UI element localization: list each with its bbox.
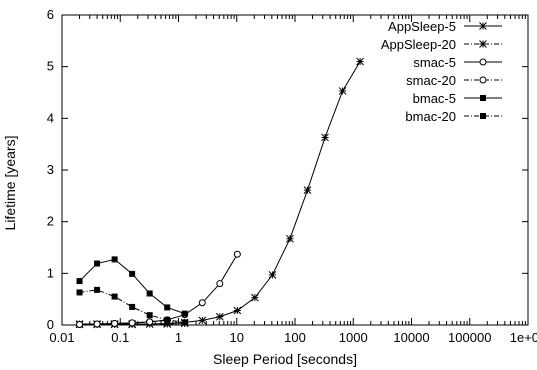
x-tick-label: 100000: [448, 330, 491, 345]
data-point: [181, 319, 188, 326]
x-tick-label: 0.01: [49, 330, 74, 345]
series-line: [79, 253, 238, 325]
data-point: [94, 286, 101, 293]
legend-item: bmac-20: [405, 109, 502, 124]
y-axis: 0 1 2 3 4 5 6: [47, 7, 528, 332]
series-bmac-20: [76, 286, 188, 326]
legend-item: smac-5: [413, 55, 502, 70]
plot-frame: [61, 14, 529, 326]
data-point: [356, 57, 364, 66]
x-tick-label: 10000: [393, 330, 429, 345]
data-point: [251, 293, 259, 302]
x-tick-label: 10: [230, 330, 244, 345]
data-point: [321, 133, 329, 142]
y-tick-label: 0: [47, 317, 54, 332]
data-point: [163, 320, 172, 328]
data-point: [128, 319, 136, 327]
legend-marker: [479, 40, 487, 48]
legend-label: bmac-20: [405, 109, 456, 124]
data-point: [198, 299, 206, 307]
x-tick-label: 1000: [339, 330, 368, 345]
data-point: [93, 320, 101, 328]
y-tick-label: 3: [47, 162, 54, 177]
data-point: [233, 306, 242, 315]
data-point: [129, 303, 136, 310]
data-point: [233, 250, 241, 258]
x-tick-label: 100: [284, 330, 306, 345]
data-point: [111, 293, 118, 300]
y-tick-label: 1: [47, 265, 54, 280]
data-point: [215, 312, 224, 321]
data-point: [129, 270, 136, 277]
legend-marker: [479, 76, 487, 84]
legend-label: AppSleep-5: [388, 19, 456, 34]
data-point: [198, 316, 207, 325]
y-axis-title: Lifetime [years]: [2, 136, 18, 231]
plot-border: [61, 14, 529, 326]
data-point: [216, 280, 224, 288]
data-point: [76, 289, 83, 296]
series-bmac-5: [76, 256, 188, 317]
data-point: [338, 87, 347, 95]
data-point: [111, 319, 119, 327]
series-smac-20: [76, 316, 171, 328]
x-tick-label: 1: [175, 330, 182, 345]
y-tick-label: 2: [47, 214, 54, 229]
legend-label: smac-20: [406, 73, 456, 88]
legend-label: AppSleep-20: [381, 37, 456, 52]
legend-label: bmac-5: [413, 91, 456, 106]
legend-item: AppSleep-5: [388, 19, 502, 34]
data-point: [146, 312, 153, 319]
legend-label: smac-5: [413, 55, 456, 70]
legend-marker: [480, 113, 486, 119]
y-tick-label: 4: [47, 110, 54, 125]
data-point: [181, 310, 188, 317]
data-point: [76, 320, 84, 328]
y-tick-label: 6: [47, 7, 54, 22]
data-point: [268, 271, 277, 279]
x-axis-title: Sleep Period [seconds]: [213, 351, 357, 367]
y-tick-label: 5: [47, 59, 54, 74]
series-layer: [75, 57, 364, 329]
data-point: [76, 278, 83, 285]
data-point: [286, 234, 294, 243]
legend-item: bmac-5: [413, 91, 502, 106]
x-tick-label: 0.1: [111, 330, 129, 345]
x-tick-label: 1e+06: [510, 330, 537, 345]
data-point: [111, 256, 118, 263]
legend-marker: [479, 58, 487, 66]
data-point: [146, 290, 153, 297]
legend-item: AppSleep-20: [381, 37, 502, 52]
legend: AppSleep-5 AppSleep-20 smac-5 smac-20 bmac-5…: [381, 19, 502, 124]
data-point: [94, 260, 101, 267]
data-point: [164, 316, 171, 323]
legend-item: smac-20: [406, 73, 502, 88]
legend-marker: [480, 95, 486, 101]
data-point: [303, 186, 312, 195]
data-point: [146, 318, 154, 326]
data-point: [164, 304, 171, 311]
legend-marker: [479, 22, 487, 30]
